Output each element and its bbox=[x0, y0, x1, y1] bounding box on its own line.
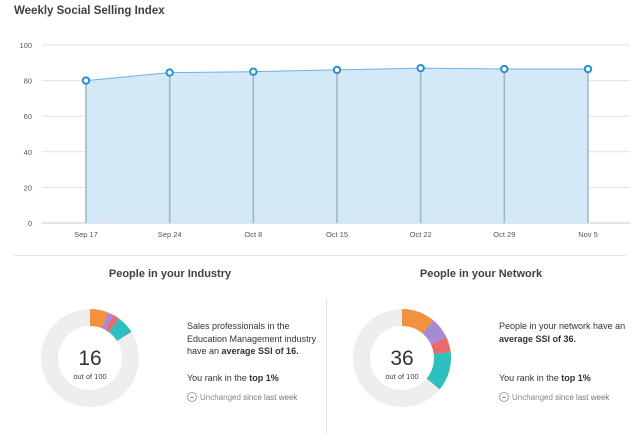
y-tick-label: 40 bbox=[24, 148, 32, 157]
donut-slice bbox=[41, 309, 139, 407]
x-tick-label: Oct 22 bbox=[410, 230, 432, 239]
y-tick-label: 100 bbox=[19, 41, 32, 50]
data-point[interactable] bbox=[81, 76, 91, 85]
industry-out-of: out of 100 bbox=[73, 372, 107, 381]
donut-slice bbox=[353, 309, 451, 407]
network-average: average SSI of 36. bbox=[499, 333, 577, 344]
industry-description: Sales professionals in the Education Man… bbox=[187, 321, 317, 356]
unchanged-icon bbox=[499, 392, 509, 402]
network-heading: People in your Network bbox=[419, 268, 543, 280]
x-tick-label: Oct 29 bbox=[493, 230, 515, 239]
unchanged-icon bbox=[187, 392, 197, 402]
network-donut: 36 out of 100 bbox=[352, 308, 452, 408]
network-rank: You rank in the top 1% bbox=[499, 373, 591, 383]
industry-status: Unchanged since last week bbox=[187, 392, 297, 403]
data-point[interactable] bbox=[332, 65, 342, 75]
network-score: 36 bbox=[390, 347, 414, 370]
weekly-ssi-chart: 0 20 40 60 80 100 Sep 17 Sep 24 Oct 8 Oct 15 Oct 2… bbox=[19, 41, 630, 239]
y-tick-label: 20 bbox=[24, 183, 32, 192]
panel-divider bbox=[326, 298, 327, 434]
donut-slice bbox=[353, 309, 451, 407]
industry-donut: 16 out of 100 bbox=[40, 308, 140, 408]
data-point[interactable] bbox=[249, 67, 258, 76]
data-point[interactable] bbox=[165, 68, 174, 77]
x-tick-label: Oct 8 bbox=[244, 230, 262, 239]
chart-title: Weekly Social Selling Index bbox=[14, 5, 165, 17]
x-tick-label: Oct 15 bbox=[326, 230, 348, 239]
y-tick-label: 80 bbox=[24, 77, 32, 86]
network-description: People in your network have an average S… bbox=[499, 321, 626, 344]
industry-heading: People in your Industry bbox=[108, 268, 232, 280]
industry-score: 16 bbox=[78, 347, 102, 370]
section-divider bbox=[14, 255, 626, 256]
y-tick-label: 0 bbox=[28, 219, 32, 228]
network-out-of: out of 100 bbox=[385, 372, 419, 381]
network-status: Unchanged since last week bbox=[499, 392, 609, 403]
x-tick-label: Sep 24 bbox=[158, 230, 182, 239]
network-donut-chart bbox=[353, 309, 451, 407]
data-point[interactable] bbox=[416, 63, 425, 73]
industry-rank: You rank in the top 1% bbox=[187, 373, 279, 383]
data-point[interactable] bbox=[500, 64, 509, 74]
data-point[interactable] bbox=[583, 64, 593, 74]
y-tick-label: 60 bbox=[24, 112, 32, 121]
x-tick-label: Nov 5 bbox=[578, 230, 598, 239]
industry-average: average SSI of 16. bbox=[221, 346, 299, 356]
x-tick-label: Sep 17 bbox=[74, 230, 98, 239]
industry-donut-chart bbox=[41, 309, 139, 407]
